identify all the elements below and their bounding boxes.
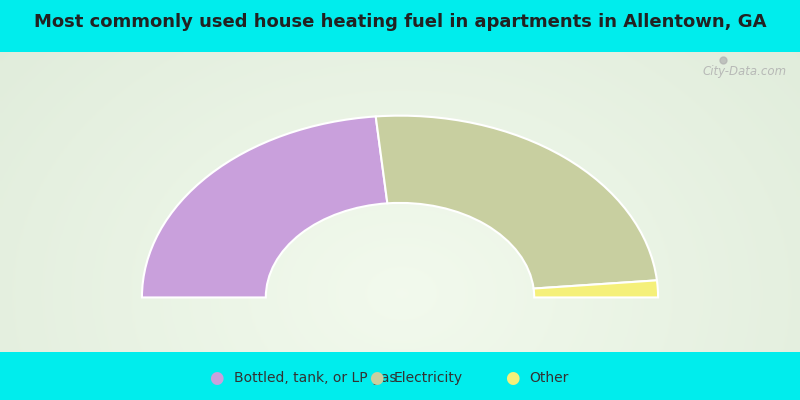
Text: ●: ● (505, 369, 519, 387)
Text: Other: Other (530, 371, 569, 385)
Wedge shape (142, 116, 387, 298)
Text: Bottled, tank, or LP gas: Bottled, tank, or LP gas (234, 371, 396, 385)
Wedge shape (534, 280, 658, 298)
Wedge shape (376, 116, 657, 288)
Text: City-Data.com: City-Data.com (703, 65, 787, 78)
Text: Most commonly used house heating fuel in apartments in Allentown, GA: Most commonly used house heating fuel in… (34, 13, 766, 31)
Text: ●: ● (209, 369, 223, 387)
Text: Electricity: Electricity (394, 371, 462, 385)
Text: ●: ● (369, 369, 383, 387)
